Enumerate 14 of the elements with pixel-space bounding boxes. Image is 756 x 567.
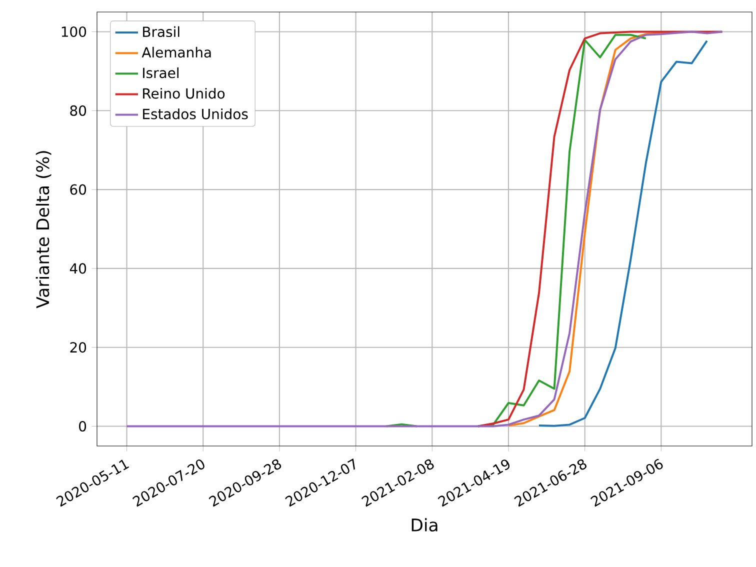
x-axis-title: Dia: [412, 518, 438, 532]
y-tick-label: 60: [70, 184, 86, 195]
y-tick-label: 40: [70, 263, 86, 274]
legend-label: Israel: [143, 67, 178, 78]
line-series: [538, 40, 708, 427]
legend-label: Estados Unidos: [143, 108, 248, 120]
legend-label: Brasil: [143, 26, 180, 38]
y-tick-label: 100: [62, 26, 86, 37]
y-tick-label: 0: [79, 420, 86, 432]
legend-label: Reino Unido: [143, 88, 225, 99]
y-tick-label: 20: [70, 342, 86, 353]
y-axis-title: Variante Delta (%): [36, 151, 52, 308]
y-tick-label: 80: [70, 105, 86, 116]
legend-label: Alemanha: [142, 46, 211, 58]
